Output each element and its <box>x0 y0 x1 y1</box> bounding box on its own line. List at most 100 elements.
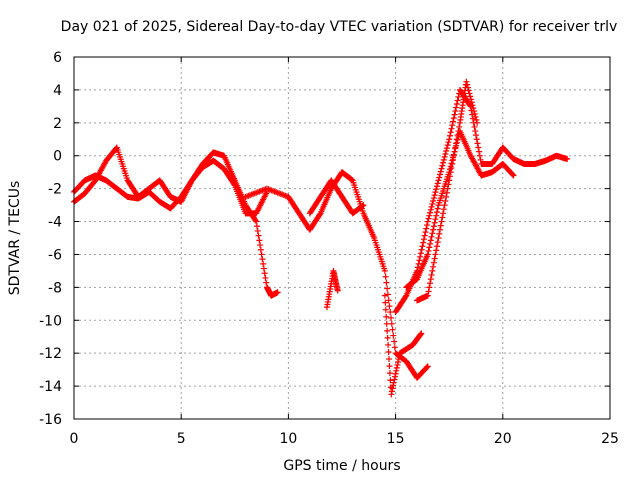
data-point-interp <box>446 132 453 139</box>
data-point <box>424 363 431 370</box>
data-point <box>360 202 367 209</box>
data-point-interp <box>432 216 439 223</box>
data-point-interp <box>450 152 457 159</box>
data-point-interp <box>390 332 397 339</box>
data-point <box>424 218 431 225</box>
data-point-interp <box>449 122 456 129</box>
data-point-interp <box>438 218 445 225</box>
data-point-interp <box>420 239 427 246</box>
data-point-interp <box>452 144 459 151</box>
data-point-interp <box>448 165 455 172</box>
data-point-interp <box>429 200 436 207</box>
data-point-interp <box>467 96 474 103</box>
y-tick-label: -14 <box>39 379 62 395</box>
data-point-interp <box>447 129 454 136</box>
data-point-interp <box>259 256 266 263</box>
data-point-interp <box>382 299 389 306</box>
data-point-interp <box>426 212 433 219</box>
data-point-interp <box>260 265 267 272</box>
data-point-interp <box>385 297 392 304</box>
data-point-interp <box>417 250 424 257</box>
data-point-interp <box>427 276 434 283</box>
data-point-interp <box>440 156 447 163</box>
data-point-interp <box>396 353 403 360</box>
data-point-interp <box>427 206 434 213</box>
data-point <box>510 172 517 179</box>
data-point-interp <box>439 214 446 221</box>
data-point-interp <box>415 260 422 267</box>
data-point-interp <box>471 108 478 115</box>
data-point-interp <box>384 334 391 341</box>
data-point-interp <box>423 222 430 229</box>
data-point-interp <box>395 358 402 365</box>
data-point-interp <box>436 230 443 237</box>
data-point-interp <box>387 309 394 316</box>
data-point-interp <box>430 195 437 202</box>
y-axis-label: SDTVAR / TECUs <box>7 181 23 296</box>
data-point-interp <box>257 242 264 249</box>
data-point <box>253 218 260 225</box>
data-point-interp <box>473 132 479 139</box>
data-point-interp <box>453 104 460 111</box>
data-point-interp <box>466 90 473 97</box>
data-point-interp <box>432 189 439 196</box>
data-point-interp <box>450 115 457 122</box>
data-point-interp <box>477 156 484 163</box>
data-point-interp <box>418 246 425 253</box>
chart-title: Day 021 of 2025, Sidereal Day-to-day VTE… <box>61 19 618 35</box>
data-point-interp <box>434 205 441 212</box>
data-point-interp <box>426 284 433 291</box>
data-point-interp <box>471 123 478 130</box>
data-point-interp <box>471 111 478 118</box>
data-point-interp <box>446 173 453 180</box>
data-point-interp <box>383 279 390 286</box>
data-point-interp <box>433 183 440 190</box>
y-tick-label: 0 <box>53 149 62 165</box>
data-point <box>463 78 470 85</box>
data-point-interp <box>420 236 427 243</box>
data-point-interp <box>441 153 448 160</box>
data-point-interp <box>388 314 395 321</box>
data-point-interp <box>455 93 462 100</box>
data-point-interp <box>417 253 424 260</box>
data-point-interp <box>453 136 460 143</box>
data-point-interp <box>385 349 392 356</box>
data-point-interp <box>444 142 451 149</box>
data-point-interp <box>448 125 455 132</box>
data-point-interp <box>395 356 402 363</box>
data-point <box>564 156 571 163</box>
data-point-interp <box>427 280 434 287</box>
plot-frame <box>73 56 611 420</box>
grid <box>74 57 610 419</box>
series-track-g <box>392 86 571 316</box>
data-point <box>435 177 442 184</box>
series-track-f <box>381 292 425 398</box>
y-tick-label: 6 <box>53 50 62 66</box>
data-point <box>424 292 431 299</box>
data-point-interp <box>425 247 432 254</box>
data-point-interp <box>430 226 437 233</box>
data-point-interp <box>393 367 400 374</box>
data-point <box>381 267 388 274</box>
axis-ticks: 0 5 10 15 20 25 -16 -14 -12 -10 -8 -6 -4 -2 0 2 4 6 <box>39 50 619 447</box>
series-track-a <box>71 144 275 299</box>
data-point-interp <box>383 313 390 320</box>
data-point-interp <box>254 227 261 234</box>
data-point-interp <box>419 243 426 250</box>
data-point-interp <box>443 193 450 200</box>
x-tick-label: 20 <box>494 431 512 447</box>
data-point-interp <box>430 223 437 230</box>
x-tick-label: 25 <box>601 431 619 447</box>
data-point <box>435 235 442 241</box>
data-point-interp <box>384 291 391 298</box>
data-point-interp <box>262 274 269 281</box>
data-point-interp <box>258 251 265 258</box>
data-point-interp <box>386 356 393 363</box>
data-point-interp <box>431 219 438 226</box>
data-point-interp <box>433 186 440 193</box>
data-point-interp <box>432 251 439 258</box>
data-point-interp <box>437 171 444 178</box>
data-point-interp <box>475 144 482 151</box>
y-tick-label: 2 <box>53 116 62 132</box>
